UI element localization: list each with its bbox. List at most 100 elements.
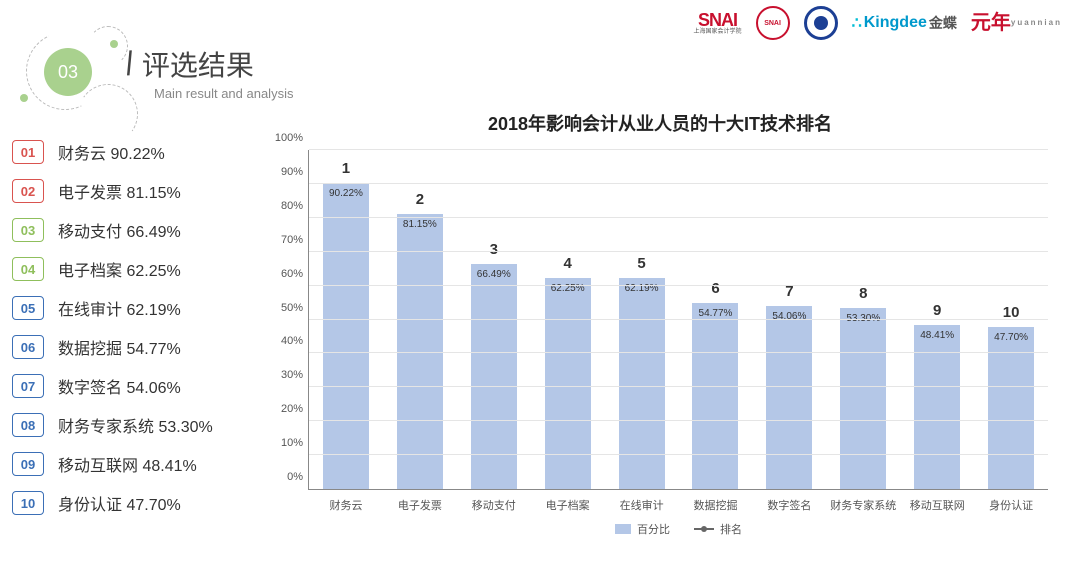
rank-number-box: 04: [12, 257, 44, 281]
rank-label: 电子档案 62.25%: [58, 257, 181, 281]
bar-rank-label: 1: [342, 160, 350, 177]
bar-rank-label: 4: [564, 255, 572, 272]
rank-row: 04 电子档案 62.25%: [12, 257, 242, 281]
rank-number-box: 09: [12, 452, 44, 476]
bar-column: 90.22% 1: [309, 150, 383, 489]
rank-row: 01 财务云 90.22%: [12, 140, 242, 164]
x-axis-label: 在线审计: [605, 489, 679, 513]
y-axis-label: 100%: [269, 132, 303, 144]
logo-snai-sub: 上海国家会计学院: [694, 29, 742, 35]
bar-rank-label: 2: [416, 191, 424, 208]
rank-label: 财务专家系统 53.30%: [58, 413, 213, 437]
x-axis-label: 数字签名: [752, 489, 826, 513]
grid-line: [309, 454, 1048, 455]
rank-label: 数字签名 54.06%: [58, 374, 181, 398]
section-header: 03 \ 评选结果 Main result and analysis: [18, 36, 293, 108]
rank-row: 06 数据挖掘 54.77%: [12, 335, 242, 359]
rank-label: 数据挖掘 54.77%: [58, 335, 181, 359]
grid-line: [309, 251, 1048, 252]
bar-column: 48.41%9: [900, 150, 974, 489]
grid-line: [309, 183, 1048, 184]
rank-row: 02电子发票 81.15%: [12, 179, 242, 203]
x-axis-label: 财务云: [309, 489, 383, 513]
logo-strip: SNAI 上海国家会计学院 SNAI ∴Kingdee金蝶 元年 yuannia…: [694, 6, 1062, 40]
bar-column: 54.06%7: [752, 150, 826, 489]
grid-line: [309, 319, 1048, 320]
y-axis-label: 30%: [269, 369, 303, 381]
bar-column: 81.15% 2: [383, 150, 457, 489]
rank-row: 07 数字签名 54.06%: [12, 374, 242, 398]
grid-line: [309, 386, 1048, 387]
x-axis-label: 电子档案: [531, 489, 605, 513]
bar-rank-label: 5: [637, 255, 645, 272]
bar-column: 53.30%8: [826, 150, 900, 489]
x-axis-label: 财务专家系统: [826, 489, 900, 513]
bar-rect: [692, 303, 738, 489]
chart-plot: 90.22% 1 81.15% 2 66.49% 3 62.25%462.19%554.77…: [308, 150, 1048, 490]
chart-area: 2018年影响会计从业人员的十大IT技术排名 90.22%181.15%266.…: [260, 110, 1060, 560]
grid-line: [309, 285, 1048, 286]
rank-row: 09 移动互联网 48.41%: [12, 452, 242, 476]
rank-number-box: 07: [12, 374, 44, 398]
bar-value-label: 81.15%: [403, 219, 437, 230]
bar-rank-label: 6: [711, 280, 719, 297]
rank-number-box: 01: [12, 140, 44, 164]
bar-rank-label: 8: [859, 285, 867, 302]
y-axis-label: 40%: [269, 335, 303, 347]
bar-rect: [766, 306, 812, 489]
rank-number-box: 02: [12, 179, 44, 203]
rank-number-box: 10: [12, 491, 44, 515]
bar-column: 62.19%5: [605, 150, 679, 489]
bar-value-label: 47.70%: [994, 332, 1028, 343]
chart-x-labels: 财务云电子发票移动支付电子档案在线审计数据挖掘数字签名财务专家系统移动互联网身份…: [309, 489, 1048, 513]
bar-value-label: 54.06%: [772, 311, 806, 322]
legend-swatch-icon: [615, 524, 631, 534]
bar-column: 47.70%10: [974, 150, 1048, 489]
bar-column: 66.49% 3: [457, 150, 531, 489]
bar-rect: [545, 278, 591, 489]
y-axis-label: 10%: [269, 437, 303, 449]
bar-value-label: 66.49%: [477, 269, 511, 280]
section-title: 评选结果: [142, 44, 254, 84]
rank-number-box: 03: [12, 218, 44, 242]
rank-row: 08 财务专家系统 53.30%: [12, 413, 242, 437]
bar-rect: [914, 325, 960, 489]
y-axis-label: 80%: [269, 200, 303, 212]
bar-value-label: 90.22%: [329, 188, 363, 199]
x-axis-label: 移动支付: [457, 489, 531, 513]
bar-rect: [471, 264, 517, 489]
legend-percent: 百分比: [615, 521, 670, 537]
bar-rect: [323, 183, 369, 489]
logo-yuannian: 元年 yuannian: [971, 13, 1062, 33]
bar-rank-label: 9: [933, 302, 941, 319]
grid-line: [309, 217, 1048, 218]
rank-row: 03移动支付 66.49%: [12, 218, 242, 242]
logo-seal: [804, 6, 838, 40]
chart-legend: 百分比 排名: [309, 521, 1048, 537]
y-axis-label: 70%: [269, 234, 303, 246]
rank-label: 移动互联网 48.41%: [58, 452, 197, 476]
rank-number-box: 08: [12, 413, 44, 437]
chart-bars: 90.22% 1 81.15% 2 66.49% 3 62.25%462.19%554.77…: [309, 150, 1048, 489]
logo-snai-text: SNAI: [698, 11, 737, 29]
legend-rank: 排名: [694, 521, 742, 537]
rank-row: 10 身份认证 47.70%: [12, 491, 242, 515]
bar-column: 62.25%4: [531, 150, 605, 489]
logo-kingdee: ∴Kingdee金蝶: [852, 13, 957, 33]
rank-number-box: 05: [12, 296, 44, 320]
bar-rect: [619, 278, 665, 489]
bar-rank-label: 3: [490, 241, 498, 258]
logo-snai: SNAI 上海国家会计学院: [694, 11, 742, 35]
rank-label: 财务云 90.22%: [58, 140, 165, 164]
grid-line: [309, 352, 1048, 353]
y-axis-label: 50%: [269, 302, 303, 314]
y-axis-label: 0%: [269, 471, 303, 483]
rank-row: 05 在线审计 62.19%: [12, 296, 242, 320]
y-axis-label: 60%: [269, 268, 303, 280]
rank-label: 在线审计 62.19%: [58, 296, 181, 320]
x-axis-label: 身份认证: [974, 489, 1048, 513]
rank-label: 身份认证 47.70%: [58, 491, 181, 515]
x-axis-label: 数据挖掘: [679, 489, 753, 513]
rank-number-box: 06: [12, 335, 44, 359]
bar-column: 54.77%6: [679, 150, 753, 489]
